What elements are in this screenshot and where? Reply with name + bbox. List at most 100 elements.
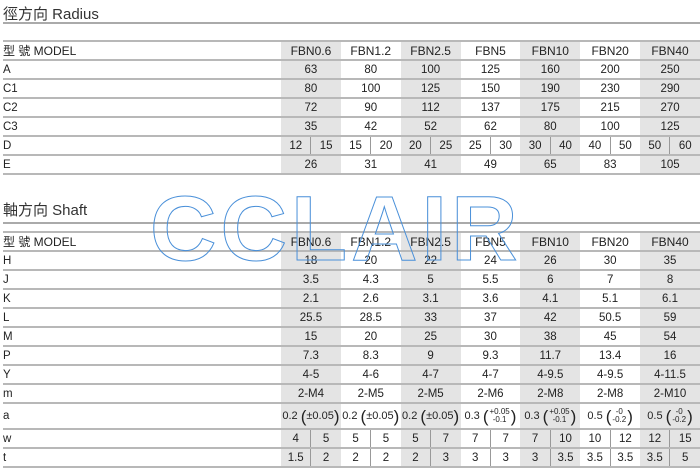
cell-value: 4-11.5 xyxy=(640,365,700,385)
table-row-J: J 3.5 4.3 5 5.5 6 7 8 xyxy=(3,270,700,290)
cell-value: 40 xyxy=(549,136,581,156)
cell-value: 42 xyxy=(340,117,401,137)
tolerance-cell: 0.2 (±0.05) xyxy=(400,403,461,430)
row-label: C3 xyxy=(3,117,281,137)
row-label: a xyxy=(3,403,281,430)
row-label: J xyxy=(3,270,281,290)
table-row-A: A 63 80 100 125 160 200 250 xyxy=(3,60,700,80)
cell-value: 12 xyxy=(609,429,641,449)
cell-value: 4-7 xyxy=(400,365,461,385)
cell-value: 2-M4 xyxy=(281,384,341,404)
cell-value: 20 xyxy=(340,251,401,271)
model-header-fbn1.2: FBN1.2 xyxy=(340,231,401,252)
tolerance-value: ±0.05 xyxy=(366,410,394,422)
shaft-section-title: 軸方向 Shaft xyxy=(3,202,88,219)
row-label: K xyxy=(3,289,281,309)
cell-value: 35 xyxy=(640,251,700,271)
nominal-value: 0.2 xyxy=(282,410,298,422)
model-header-fbn10: FBN10 xyxy=(520,231,581,252)
cell-value: 45 xyxy=(580,327,641,347)
model-header-fbn0.6: FBN0.6 xyxy=(281,231,341,252)
tolerance-value: ±0.05 xyxy=(426,410,454,422)
cell-value: 72 xyxy=(281,98,341,118)
cell-value: 3.5 xyxy=(609,448,641,468)
cell-value: 5 xyxy=(340,429,371,449)
table-row-E: E 26 31 41 49 65 83 105 xyxy=(3,155,700,175)
cell-value: 9.3 xyxy=(460,346,521,366)
lower-tolerance: -0.1 xyxy=(552,415,567,424)
cell-value: 5.5 xyxy=(460,270,521,290)
cell-value: 37 xyxy=(460,308,521,328)
model-header-fbn20: FBN20 xyxy=(580,231,641,252)
cell-value: 41 xyxy=(400,155,461,175)
cell-value: 160 xyxy=(520,60,581,80)
cell-value: 52 xyxy=(400,117,461,137)
cell-value: 105 xyxy=(640,155,700,175)
model-header-fbn2.5: FBN2.5 xyxy=(400,231,461,252)
row-label: L xyxy=(3,308,281,328)
table-row-P: P 7.3 8.3 9 9.3 11.7 13.4 16 xyxy=(3,346,700,366)
cell-value: 6.1 xyxy=(640,289,700,309)
cell-value: 8.3 xyxy=(340,346,401,366)
cell-value: 137 xyxy=(460,98,521,118)
cell-value: 1.5 xyxy=(281,448,311,468)
cell-value: 4 xyxy=(281,429,311,449)
cell-value: 26 xyxy=(520,251,581,271)
table-row-t: t 1.5 2 2 2 2 3 3 3 3 3.5 3.5 3.5 3.5 5 xyxy=(3,448,700,468)
cell-value: 3.5 xyxy=(580,448,611,468)
cell-value: 2-M5 xyxy=(400,384,461,404)
cell-value: 3 xyxy=(489,448,521,468)
cell-value: 2-M10 xyxy=(640,384,700,404)
nominal-value: 0.5 xyxy=(587,410,603,422)
cell-value: 62 xyxy=(460,117,521,137)
cell-value: 7 xyxy=(580,270,641,290)
cell-value: 5 xyxy=(370,429,401,449)
nominal-value: 0.2 xyxy=(342,410,358,422)
model-header-fbn40: FBN40 xyxy=(640,40,700,61)
cell-value: 22 xyxy=(400,251,461,271)
cell-value: 2.6 xyxy=(340,289,401,309)
cell-value: 3.1 xyxy=(400,289,461,309)
cell-value: 125 xyxy=(460,60,521,80)
upper-tolerance: +0.05 xyxy=(549,407,570,416)
cell-value: 270 xyxy=(640,98,700,118)
cell-value: 2-M8 xyxy=(580,384,641,404)
cell-value: 3 xyxy=(460,448,491,468)
cell-value: 49 xyxy=(460,155,521,175)
cell-value: 80 xyxy=(520,117,581,137)
tolerance-cell: 0.3 (+0.05 -0.1) xyxy=(520,403,581,430)
table-row-w: w 4 5 5 5 5 7 7 7 7 10 10 12 12 15 xyxy=(3,429,700,449)
model-header-row: 型 號 MODEL FBN0.6 FBN1.2 FBN2.5 FBN5 FBN10 FBN2… xyxy=(3,231,700,252)
row-label: E xyxy=(3,155,281,175)
upper-tolerance: -0 xyxy=(615,407,623,416)
row-label: D xyxy=(3,136,281,156)
model-header-fbn2.5: FBN2.5 xyxy=(400,40,461,61)
cell-value: 31 xyxy=(340,155,401,175)
row-label: M xyxy=(3,327,281,347)
tolerance-value: ±0.05 xyxy=(306,410,334,422)
cell-value: 24 xyxy=(460,251,521,271)
row-label: C1 xyxy=(3,79,281,99)
model-header-fbn40: FBN40 xyxy=(640,231,700,252)
row-label: C2 xyxy=(3,98,281,118)
cell-value: 16 xyxy=(640,346,700,366)
tolerance-cell: 0.5 (-0 -0.2) xyxy=(580,403,641,430)
cell-value: 25 xyxy=(400,327,461,347)
cell-value: 290 xyxy=(640,79,700,99)
cell-value: 30 xyxy=(460,327,521,347)
row-label: H xyxy=(3,251,281,271)
nominal-value: 0.3 xyxy=(524,410,540,422)
cell-value: 10 xyxy=(580,429,611,449)
cell-value: 7 xyxy=(520,429,551,449)
cell-value: 4-6 xyxy=(340,365,401,385)
cell-value: 8 xyxy=(640,270,700,290)
cell-value: 50 xyxy=(609,136,641,156)
cell-value: 4-5 xyxy=(281,365,341,385)
table-row-a: a 0.2 (±0.05) 0.2 (±0.05) 0.2 (±0.05) 0.3 (+… xyxy=(3,403,700,430)
table-row-M: M 15 20 25 30 38 45 54 xyxy=(3,327,700,347)
cell-value: 20 xyxy=(400,136,431,156)
cell-value: 5 xyxy=(400,270,461,290)
cell-value: 2 xyxy=(370,448,401,468)
cell-value: 112 xyxy=(400,98,461,118)
cell-value: 4.1 xyxy=(520,289,581,309)
